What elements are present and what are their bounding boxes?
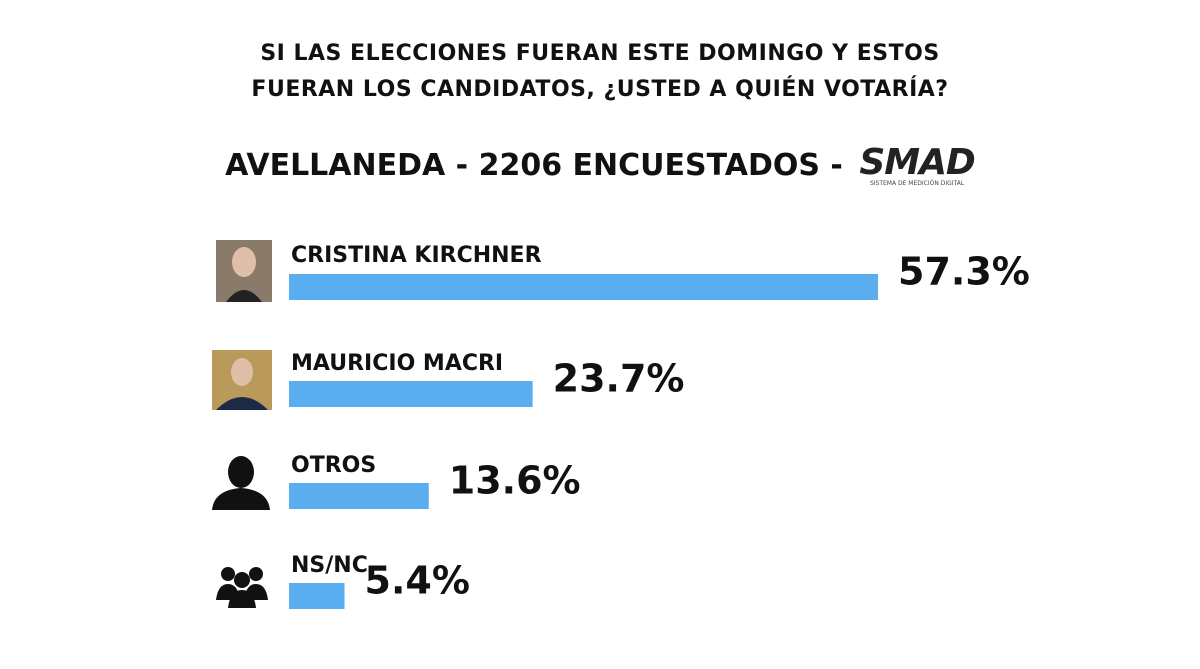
- bar: [289, 274, 879, 300]
- chart-subtitle: AVELLANEDA - 2206 ENCUESTADOS -: [225, 148, 843, 183]
- bar: [289, 483, 429, 509]
- category-label: MAURICIO MACRI: [291, 351, 503, 376]
- logo-text: SMAD: [859, 142, 975, 183]
- bar: [289, 381, 533, 407]
- icon-person: [212, 456, 270, 510]
- value-label: 57.3%: [898, 250, 1030, 294]
- value-label: 5.4%: [365, 559, 470, 603]
- bar: [289, 583, 345, 609]
- chart-title: SI LAS ELECCIONES FUERAN ESTE DOMINGO Y …: [251, 41, 949, 102]
- icon-kirchner: [216, 240, 272, 302]
- category-label: NS/NC: [291, 553, 368, 578]
- category-label: OTROS: [291, 453, 376, 478]
- category-label: CRISTINA KIRCHNER: [291, 243, 542, 268]
- logo: SMAD SISTEMA DE MEDICIÓN DIGITAL: [859, 142, 975, 188]
- icon-macri: [212, 350, 272, 410]
- value-label: 23.7%: [553, 357, 685, 401]
- logo-caption: SISTEMA DE MEDICIÓN DIGITAL: [869, 180, 965, 187]
- subtitle-row: AVELLANEDA - 2206 ENCUESTADOS - SMAD SIST…: [0, 142, 1200, 188]
- icon-group: [216, 567, 268, 608]
- value-label: 13.6%: [449, 459, 581, 503]
